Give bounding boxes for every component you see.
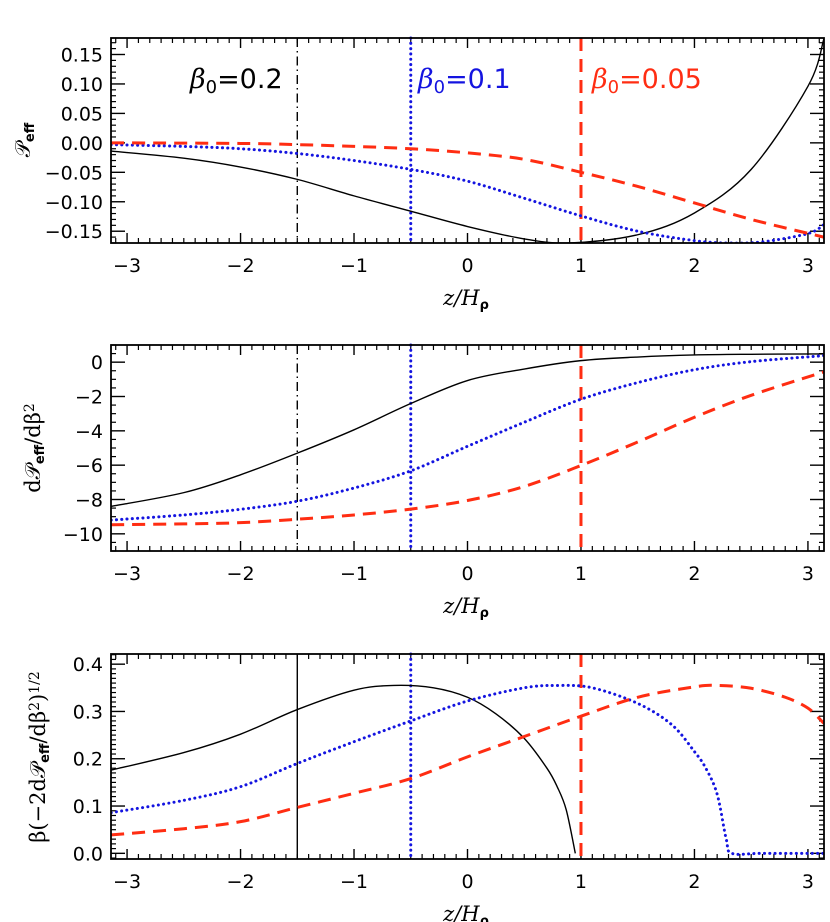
series-line-blue [111,354,824,522]
annotation-subscript: 0 [434,77,445,98]
annotation-beta0-red: β0=0.05 [591,64,702,98]
x-tick-label: 0 [461,871,473,893]
x-tick-label: 3 [802,871,814,893]
annotation-value: =0.05 [619,64,702,95]
series-line-blue [111,143,824,243]
series-line-black [111,353,824,508]
annotation-subscript: 0 [608,77,619,98]
axis-label-part: eff [33,444,48,464]
y-tick-label: 0.0 [73,843,103,865]
axis-label-part: β(−2d𝒫 [26,760,50,843]
x-tick-label: −2 [227,563,255,585]
x-tick-label: 2 [688,871,700,893]
plot-frame [110,653,825,860]
x-tick-label: 0 [461,255,473,277]
axis-label-part: d𝒫 [21,461,45,492]
annotation-beta0-black: β0=0.2 [189,64,283,98]
x-axis-label: z/Hρ [442,286,489,313]
x-tick-label: −2 [227,871,255,893]
y-tick-label: 0 [91,352,103,374]
annotation-value: =0.2 [217,64,283,95]
annotation-symbol: β [189,64,206,95]
x-tick-label: −1 [340,871,368,893]
x-tick-label: −2 [227,255,255,277]
panel-3: −3 −2 −1 0 1 2 3 0.0 0.1 0.2 0.3 0.4 z/Hρ β(−2d𝒫eff/d… [26,652,825,922]
series-line-red [111,683,824,837]
y-tick-label: 0.1 [73,796,103,818]
annotation-symbol: β [591,64,608,95]
x-tick-label: 3 [802,255,814,277]
series-line-black [111,38,824,243]
axis-label-part: ρ [480,914,489,922]
axis-label-part: z/H [442,902,480,922]
y-tick-label: −2 [75,387,103,409]
y-tick-label: −10 [63,524,103,546]
y-tick-label: 0.2 [73,749,103,771]
annotation-value: =0.1 [445,64,511,95]
plot-frame [110,344,825,552]
x-tick-label: 1 [575,255,587,277]
y-tick-label: 0.15 [61,44,103,66]
y-tick-label: −8 [75,490,103,512]
y-axis-label: β(−2d𝒫eff/dβ2)1/2 [26,671,53,843]
y-axis-label: d𝒫eff/dβ2 [21,403,48,493]
y-tick-label: 0.05 [61,103,103,125]
axis-label-part: 2 [22,403,38,412]
annotation-beta0-blue: β0=0.1 [417,64,511,98]
axis-label-part: /dβ [21,412,45,445]
axis-label-part: z/H [442,594,480,618]
x-axis-label: z/Hρ [442,902,489,922]
x-tick-label: −3 [113,563,141,585]
axis-label-part: eff [23,122,38,142]
axis-label-part: ρ [480,606,489,621]
y-tick-label: 0.4 [73,654,103,676]
axis-label-part: 2 [27,702,43,711]
series-line-red [111,141,824,239]
y-tick-label: 0.10 [61,74,103,96]
axis-label-part: eff [38,743,53,763]
y-axis-label: 𝒫eff [11,122,38,157]
axis-label-part: ρ [480,298,489,313]
x-tick-label: 1 [575,563,587,585]
x-tick-label: 3 [802,563,814,585]
axis-label-part: 1/2 [27,671,43,694]
x-tick-label: 0 [461,563,473,585]
x-axis-label: z/Hρ [442,594,489,621]
x-tick-label: −1 [340,255,368,277]
x-tick-label: −1 [340,563,368,585]
x-tick-label: 1 [575,871,587,893]
axis-label-part: z/H [442,286,480,310]
axis-label-part: /dβ [26,711,50,744]
plot-frame [110,37,825,244]
x-tick-label: 2 [688,563,700,585]
annotation-subscript: 0 [206,77,217,98]
y-tick-label: 0.00 [61,133,103,155]
panel-1: −3 −2 −1 0 1 2 3 0.15 0.10 0.05 0.00 −0.05 −0.10 −0.1… [11,36,825,313]
annotation-symbol: β [417,64,434,95]
y-tick-label: −0.05 [45,162,103,184]
x-tick-label: −3 [113,255,141,277]
series-line-black [111,684,576,854]
axis-label-part: 𝒫 [11,139,35,157]
y-tick-label: −6 [75,455,103,477]
axis-label-part: ) [26,694,50,702]
y-tick-label: −0.10 [45,192,103,214]
y-tick-label: 0.3 [73,701,103,723]
series-line-red [111,370,824,527]
x-tick-label: 2 [688,255,700,277]
series-line-blue [111,683,824,856]
y-tick-label: −4 [75,421,103,443]
y-tick-label: −0.15 [45,221,103,243]
x-tick-label: −3 [113,871,141,893]
